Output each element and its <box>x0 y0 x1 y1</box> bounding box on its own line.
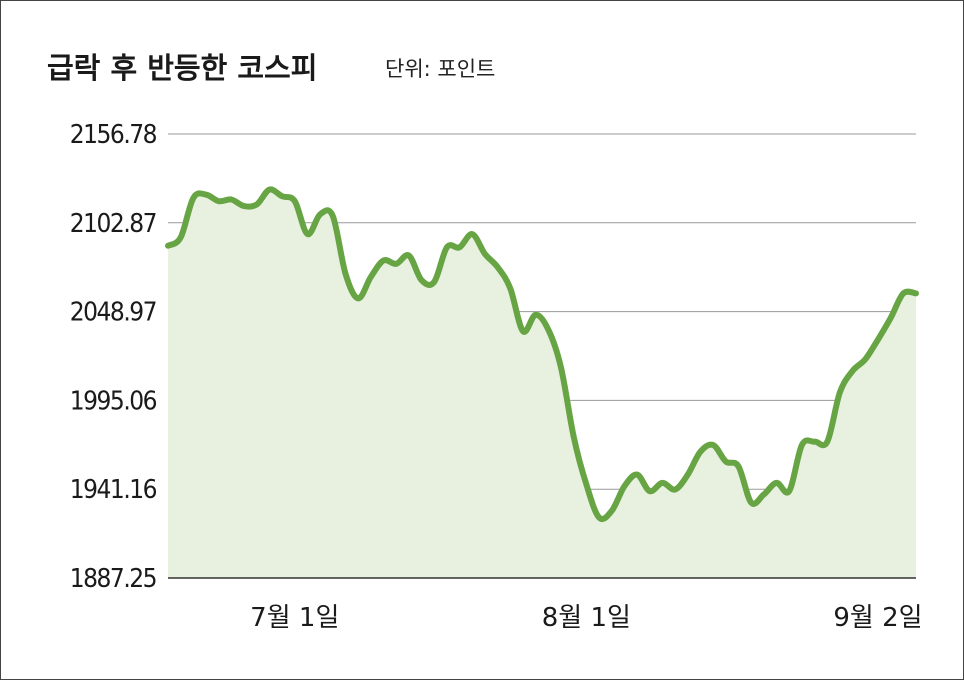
x-tick-label: 7월 1일 <box>250 603 339 633</box>
kospi-series-line <box>165 186 919 522</box>
y-tick-label: 2102.87 <box>70 209 156 239</box>
y-tick-label: 2048.97 <box>70 298 156 328</box>
unit-label: 단위: 포인트 <box>385 57 496 81</box>
chart-title: 급락 후 반등한 코스피 <box>47 51 318 85</box>
y-axis-ticks: 2156.78 2102.87 2048.97 1995.06 1941.16 1887.… <box>70 120 158 594</box>
y-tick-label: 2156.78 <box>70 120 157 150</box>
area-fill <box>168 189 916 578</box>
y-tick-label: 1887.25 <box>70 564 156 594</box>
y-tick-label: 1941.16 <box>70 475 157 505</box>
x-tick-label: 9월 2일 <box>833 603 922 633</box>
x-axis-ticks: 7월 1일 8월 1일 9월 2일 <box>250 603 922 633</box>
x-tick-label: 8월 1일 <box>542 603 631 633</box>
y-tick-label: 1995.06 <box>70 386 157 416</box>
